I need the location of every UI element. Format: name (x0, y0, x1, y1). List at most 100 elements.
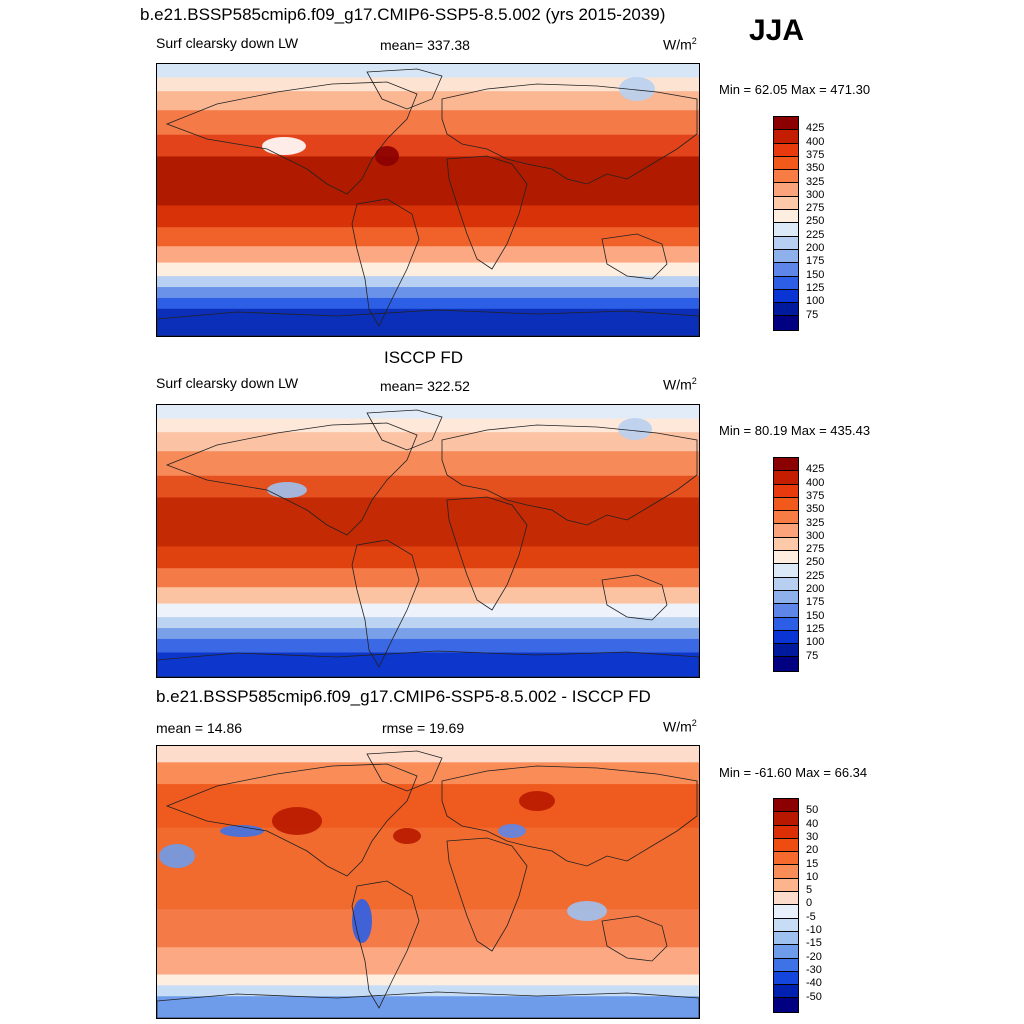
coastline (351, 880, 420, 1009)
colorbar-segment (774, 524, 798, 538)
panel2-map (156, 404, 700, 678)
field-band (157, 262, 699, 277)
field-feature (267, 482, 307, 498)
panel2-units: W/m2 (663, 376, 697, 393)
field-band (157, 205, 699, 228)
panel1-units: W/m2 (663, 36, 697, 53)
field-feature (262, 137, 306, 155)
coastline (165, 81, 418, 195)
colorbar-segment (774, 644, 798, 658)
colorbar-segment (774, 590, 798, 605)
colorbar-tick-label: 100 (806, 636, 825, 649)
coastline (351, 198, 420, 327)
field-band (157, 227, 699, 247)
colorbar-tick-label: 40 (806, 817, 819, 830)
colorbar-tick-label: 10 (806, 870, 819, 883)
colorbar-segment (774, 564, 798, 578)
coastline (157, 650, 699, 677)
panel1-variable-label: Surf clearsky down LW (156, 35, 299, 51)
colorbar-segment (774, 838, 798, 853)
field-band (157, 418, 699, 433)
colorbar-tick-label: 325 (806, 516, 825, 529)
field-band (157, 156, 699, 206)
coastline (351, 539, 420, 668)
panel1-map (156, 63, 700, 337)
field-band (157, 603, 699, 618)
colorbar-segment (774, 657, 798, 671)
colorbar-segment (774, 825, 798, 839)
colorbar-segment (774, 117, 798, 131)
colorbar-segment (774, 170, 798, 184)
coastline (601, 574, 668, 621)
colorbar-tick-label: 425 (806, 122, 825, 135)
colorbar-segment (774, 289, 798, 304)
colorbar-segment (774, 183, 798, 197)
colorbar-tick-label: -50 (806, 990, 822, 1003)
colorbar-tick-label: 400 (806, 135, 825, 148)
field-band (157, 276, 699, 288)
colorbar-tick-label: 125 (806, 281, 825, 294)
coastline (446, 155, 528, 270)
field-band (157, 405, 699, 420)
colorbar-tick-label: 150 (806, 268, 825, 281)
colorbar-tick-label: 300 (806, 188, 825, 201)
colorbar-segment (774, 196, 798, 211)
colorbar-tick-label: 150 (806, 609, 825, 622)
panel2-minmax: Min = 80.19 Max = 435.43 (719, 423, 871, 438)
field-band (157, 996, 699, 1018)
colorbar-segment (774, 865, 798, 879)
colorbar-tick-label: 250 (806, 556, 825, 569)
field-band (157, 497, 699, 547)
coastline (441, 765, 698, 867)
colorbar-tick-label: 375 (806, 148, 825, 161)
panel3-rmse-label: rmse = 19.69 (382, 720, 465, 736)
colorbar-tick-label: 275 (806, 543, 825, 556)
field-band (157, 985, 699, 997)
panel2-mean-label: mean= 322.52 (380, 378, 470, 394)
colorbar-tick-label: 30 (806, 830, 819, 843)
colorbar-segment (774, 143, 798, 157)
colorbar-segment (774, 931, 798, 946)
field-band (157, 308, 699, 336)
colorbar-tick-label: 325 (806, 175, 825, 188)
field-band (157, 246, 699, 264)
field-band (157, 827, 699, 910)
field-band (157, 287, 699, 299)
panel3-units: W/m2 (663, 718, 697, 735)
field-band (157, 617, 699, 629)
colorbar-tick-label: -30 (806, 963, 822, 976)
coastline (366, 409, 443, 451)
colorbar-segment (774, 971, 798, 986)
colorbar-tick-label: 15 (806, 857, 819, 870)
panel1-colorbar (773, 116, 799, 331)
colorbar-segment (774, 210, 798, 224)
colorbar-tick-label: 0 (806, 897, 813, 910)
colorbar-tick-label: 20 (806, 844, 819, 857)
field-feature (393, 828, 421, 844)
coastline (601, 915, 668, 962)
field-band (157, 909, 699, 948)
coastline (446, 837, 528, 952)
panel1-mean-label: mean= 337.38 (380, 37, 470, 53)
colorbar-segment (774, 812, 798, 826)
colorbar-segment (774, 905, 798, 919)
colorbar-segment (774, 537, 798, 552)
coastline (366, 68, 443, 110)
colorbar-tick-label: 425 (806, 463, 825, 476)
colorbar-segment (774, 458, 798, 472)
colorbar-tick-label: -20 (806, 950, 822, 963)
colorbar-tick-label: 400 (806, 476, 825, 489)
panel3-minmax: Min = -61.60 Max = 66.34 (719, 765, 868, 780)
field-band (157, 587, 699, 605)
colorbar-tick-label: 50 (806, 804, 819, 817)
panel2-title: ISCCP FD (384, 348, 464, 367)
field-band (157, 297, 699, 310)
colorbar-tick-label: 250 (806, 215, 825, 228)
field-band (157, 134, 699, 157)
colorbar-tick-label: 5 (806, 884, 813, 897)
colorbar-segment (774, 799, 798, 813)
field-band (157, 974, 699, 986)
colorbar-segment (774, 497, 798, 512)
colorbar-segment (774, 316, 798, 330)
field-feature (220, 825, 264, 837)
